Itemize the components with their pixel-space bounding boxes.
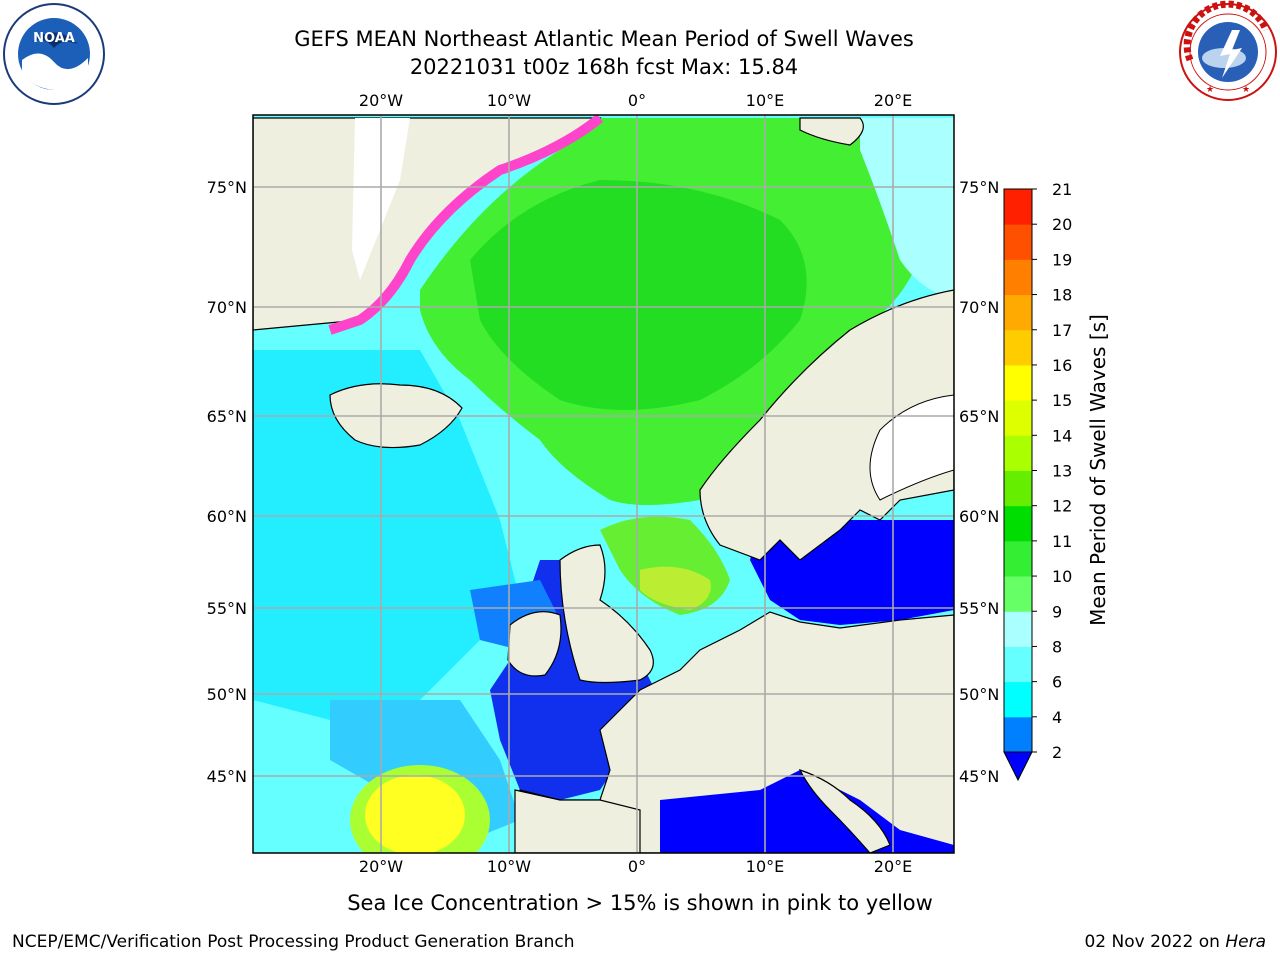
map-field [253,115,954,853]
map-frame [252,114,955,854]
svg-text:★: ★ [1206,85,1214,95]
colorbar-label: Mean Period of Swell Waves [s] [1086,314,1110,626]
map-subtitle: 20221031 t00z 168h fcst Max: 15.84 [409,55,799,79]
colorbar-tick-label: 20 [1052,215,1072,234]
right-lat-label: 60°N [959,507,999,526]
colorbar-segment [1004,329,1032,366]
left-lat-label: 70°N [207,298,247,317]
colorbar-tick-label: 9 [1052,602,1062,621]
colorbar-extend-arrow [1003,751,1033,782]
colorbar-segment [1004,611,1032,647]
bottom-lon-label: 20°E [874,857,912,876]
colorbar-tick-label: 21 [1052,180,1072,199]
colorbar-tick-label: 16 [1052,356,1072,375]
date-text: 02 Nov 2022 on Hera [1084,932,1266,952]
nws-logo: ★ ★ [1179,0,1277,101]
colorbar-segment [1004,224,1032,260]
top-lon-label: 10°E [746,91,784,110]
credit-text: NCEP/EMC/Verification Post Processing Pr… [12,932,575,952]
colorbar-segment [1004,646,1032,683]
colorbar-tick-label: 6 [1052,673,1062,692]
colorbar-tick-label: 18 [1052,286,1072,305]
colorbar-tick-label: 12 [1052,497,1072,516]
right-lat-label: 70°N [959,298,999,317]
colorbar-tick-label: 13 [1052,462,1072,481]
left-lat-label: 55°N [207,599,247,618]
right-lat-label: 65°N [959,407,999,426]
colorbar-tick-label: 10 [1052,567,1072,586]
colorbar-tick-label: 14 [1052,426,1072,445]
top-lon-label: 20°E [874,91,912,110]
colorbar-segment [1004,189,1032,225]
colorbar-segment [1004,259,1032,296]
colorbar-tick-label: 11 [1052,532,1072,551]
left-lat-label: 65°N [207,407,247,426]
host-name: Hera [1225,932,1266,952]
noaa-logo: NOAA [3,3,105,105]
bottom-lon-label: 10°W [487,857,531,876]
top-lon-label: 10°W [487,91,531,110]
colorbar-segment [1004,400,1032,436]
colorbar-segment [1004,576,1032,612]
graticule [253,115,954,853]
swell-period-map: 20°W 10°W 0° 10°E 20°E 20°W 10°W 0° 10°E… [207,91,1110,876]
top-lon-label: 20°W [359,91,403,110]
bottom-lon-label: 0° [628,857,646,876]
left-lat-label: 45°N [207,767,247,786]
colorbar: 2 4 6 8 9 10 11 12 13 14 15 16 17 18 19 20 21 [1003,180,1072,782]
colorbar-segment [1004,435,1032,471]
left-lat-label: 50°N [207,685,247,704]
colorbar-segment [1004,505,1032,542]
date-value: 02 Nov 2022 on [1084,932,1220,952]
right-lat-label: 45°N [959,767,999,786]
right-lat-label: 55°N [959,599,999,618]
bottom-lon-label: 10°E [746,857,784,876]
right-lat-label: 75°N [959,178,999,197]
left-lat-label: 75°N [207,178,247,197]
colorbar-segment [1004,540,1032,577]
colorbar-segment [1004,716,1032,753]
svg-text:★: ★ [1242,85,1250,95]
colorbar-tick-label: 19 [1052,250,1072,269]
colorbar-tick-label: 2 [1052,743,1062,762]
colorbar-segment [1004,364,1032,401]
map-title: GEFS MEAN Northeast Atlantic Mean Period… [294,27,914,51]
bottom-lon-label: 20°W [359,857,403,876]
top-lon-label: 0° [628,91,646,110]
colorbar-segment [1004,681,1032,718]
colorbar-segment [1004,294,1032,331]
colorbar-tick-label: 17 [1052,321,1072,340]
left-lat-label: 60°N [207,507,247,526]
colorbar-tick-label: 15 [1052,391,1072,410]
colorbar-tick-label: 8 [1052,637,1062,656]
colorbar-tick-label: 4 [1052,708,1062,727]
colorbar-segment [1004,470,1032,507]
right-lat-label: 50°N [959,685,999,704]
noaa-logo-text: NOAA [33,31,75,46]
sea-ice-note: Sea Ice Concentration > 15% is shown in … [347,891,933,915]
